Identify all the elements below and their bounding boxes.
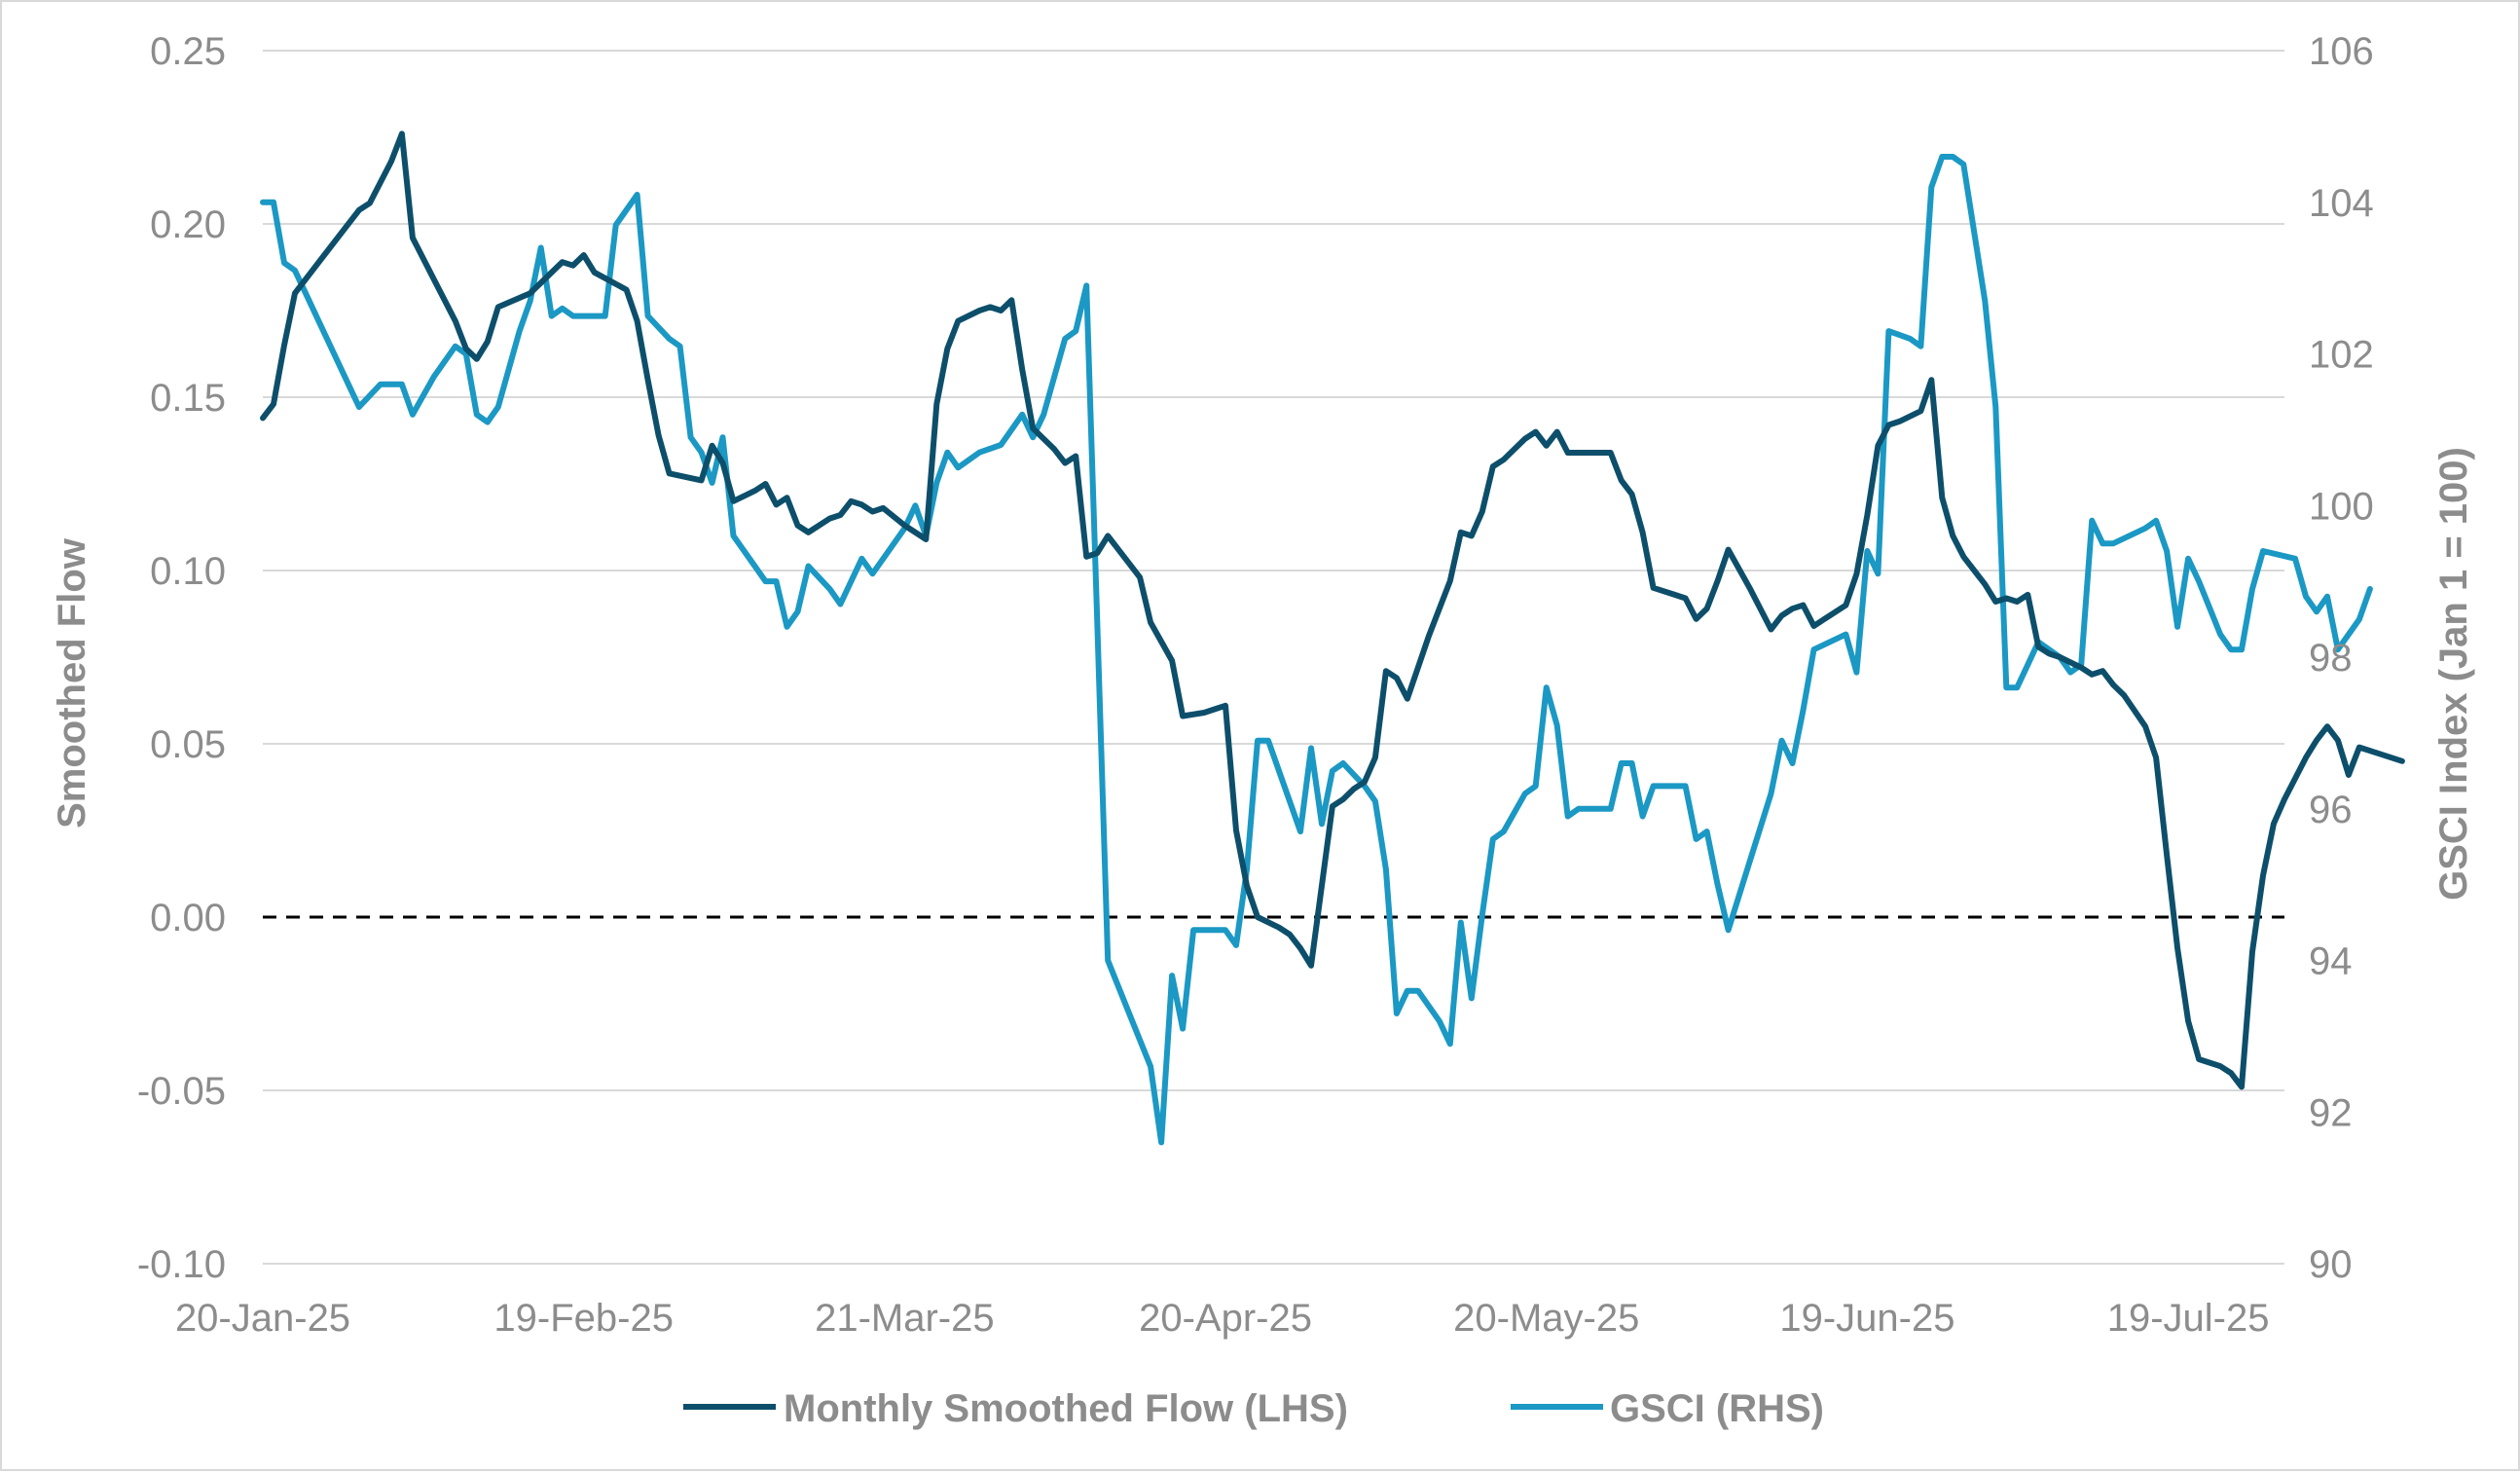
right-tick-label: 100 [2309, 485, 2374, 528]
gridlines [263, 50, 2284, 1265]
x-tick-label: 21-Mar-25 [815, 1297, 995, 1340]
series-lines [260, 130, 2405, 1146]
left-tick-label: 0.25 [150, 30, 226, 73]
x-tick-label: 19-Jun-25 [1779, 1297, 1954, 1340]
x-tick-label: 19-Jul-25 [2107, 1297, 2270, 1340]
left-axis-ticks: -0.10 -0.05 0.00 0.05 0.10 0.15 0.20 0.25 [137, 30, 226, 1286]
left-tick-label: -0.05 [137, 1070, 226, 1113]
x-tick-label: 20-May-25 [1453, 1297, 1639, 1340]
legend-label-gsci: GSCI (RHS) [1610, 1387, 1824, 1430]
right-tick-label: 90 [2309, 1243, 2353, 1286]
right-axis-title: GSCI Index (Jan 1 = 100) [2432, 447, 2475, 901]
x-tick-label: 19-Feb-25 [493, 1297, 674, 1340]
left-tick-label: 0.20 [150, 203, 226, 246]
right-tick-label: 98 [2309, 637, 2353, 680]
x-axis-ticks: 20-Jan-25 19-Feb-25 21-Mar-25 20-Apr-25 20-M… [175, 1297, 2270, 1340]
right-tick-label: 106 [2309, 30, 2374, 73]
right-tick-label: 92 [2309, 1091, 2353, 1134]
left-tick-label: 0.15 [150, 377, 226, 420]
right-axis-ticks: 90 92 94 96 98 100 102 104 106 [2309, 30, 2374, 1286]
series-line-flow [260, 130, 2405, 1090]
right-tick-label: 104 [2309, 182, 2374, 225]
right-tick-label: 102 [2309, 334, 2374, 377]
left-tick-label: 0.00 [150, 897, 226, 939]
right-tick-label: 94 [2309, 940, 2353, 983]
left-tick-label: -0.10 [137, 1243, 226, 1286]
legend-label-flow: Monthly Smoothed Flow (LHS) [784, 1387, 1348, 1430]
left-tick-label: 0.10 [150, 550, 226, 593]
right-tick-label: 96 [2309, 789, 2353, 831]
left-axis-title: Smoothed Flow [51, 537, 93, 829]
x-tick-label: 20-Apr-25 [1139, 1297, 1312, 1340]
x-tick-label: 20-Jan-25 [175, 1297, 350, 1340]
left-tick-label: 0.05 [150, 723, 226, 766]
series-line-gsci [260, 154, 2373, 1146]
legend: Monthly Smoothed Flow (LHS) GSCI (RHS) [683, 1387, 1824, 1430]
